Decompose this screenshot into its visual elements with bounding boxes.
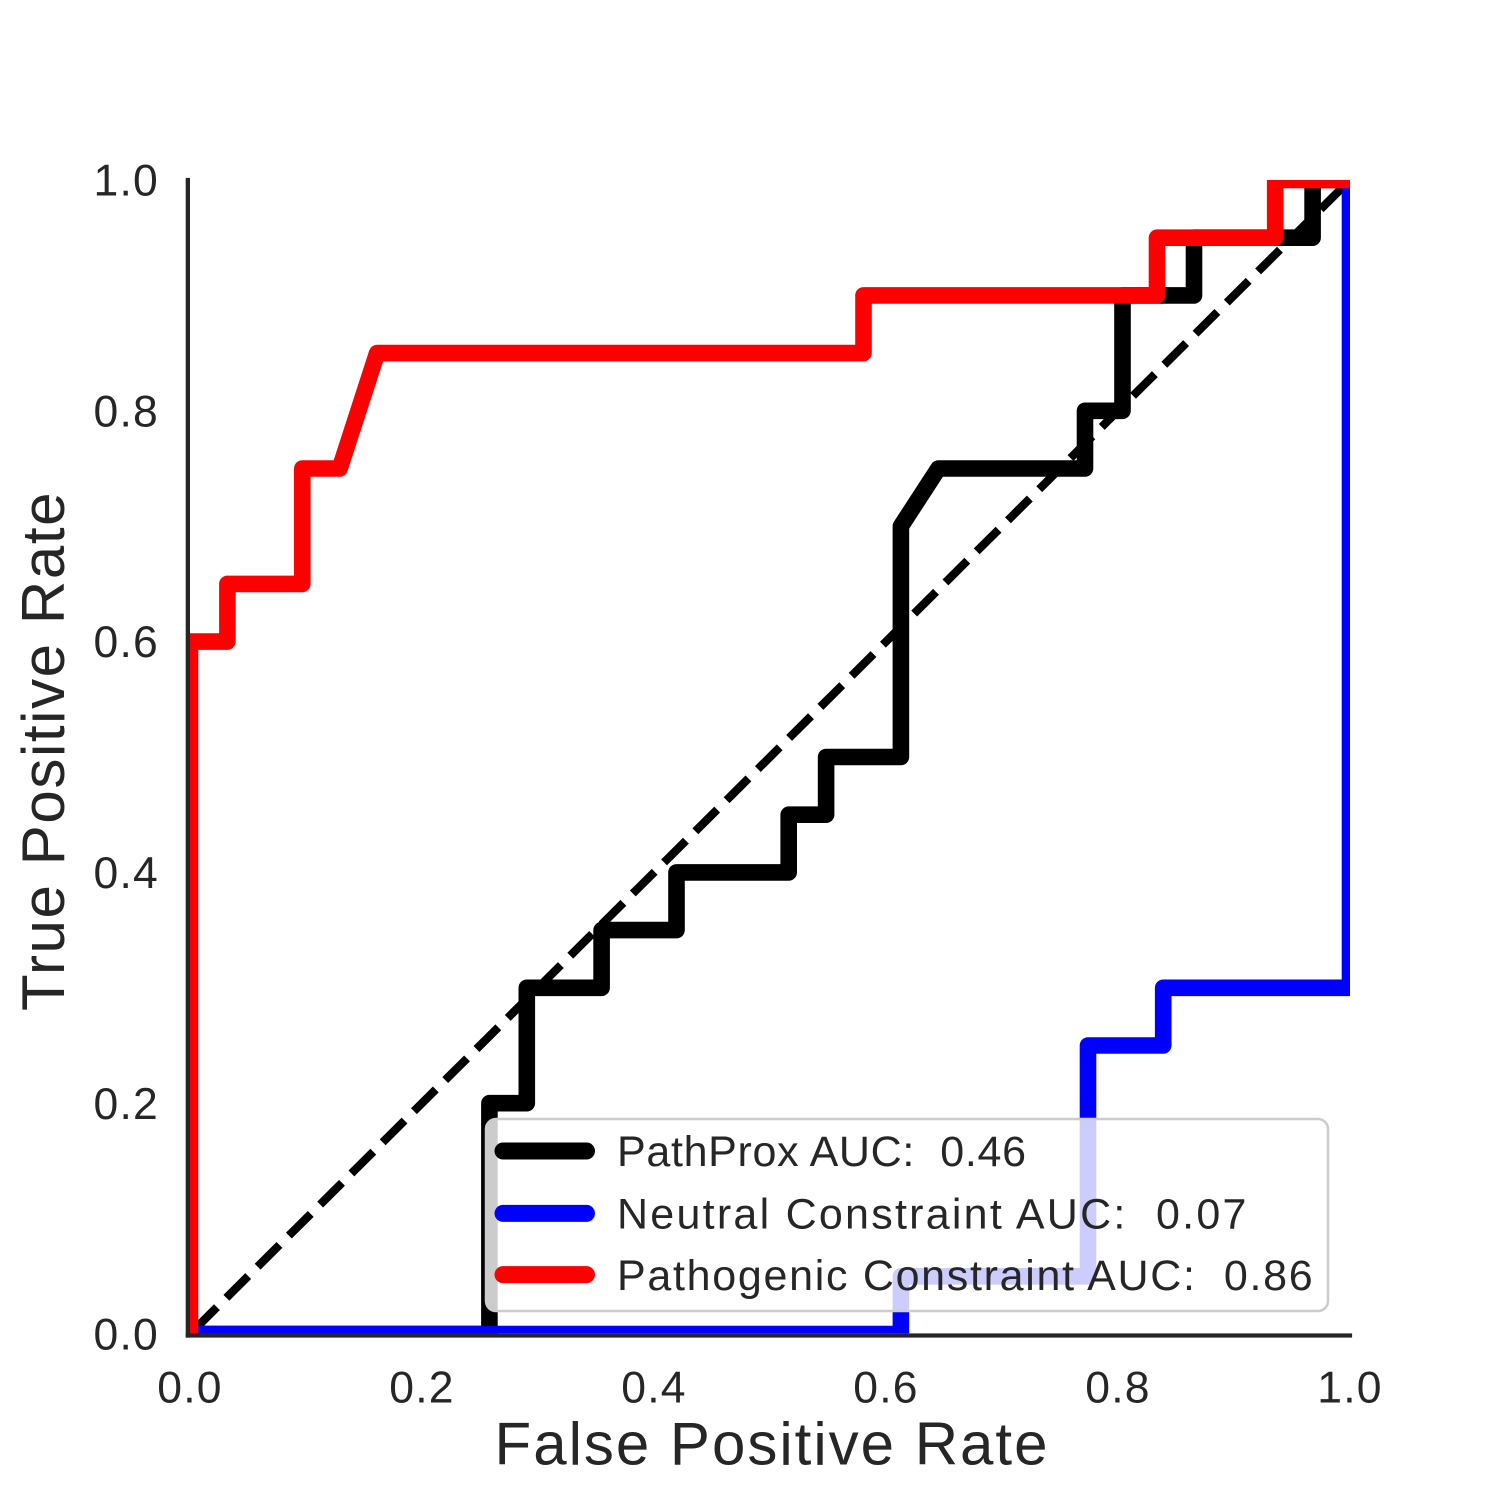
svg-text:0.2: 0.2 <box>94 1080 159 1129</box>
svg-text:0.6: 0.6 <box>853 1364 918 1413</box>
svg-text:True Positive Rate: True Positive Rate <box>10 491 77 1011</box>
svg-text:PathProx AUC: 0.46: PathProx AUC: 0.46 <box>617 1128 1027 1176</box>
svg-text:0.0: 0.0 <box>157 1364 222 1413</box>
svg-text:0.8: 0.8 <box>1085 1364 1150 1413</box>
svg-text:0.4: 0.4 <box>94 849 159 898</box>
svg-text:1.0: 1.0 <box>94 157 159 206</box>
svg-text:False Positive Rate: False Positive Rate <box>495 1411 1050 1478</box>
svg-text:1.0: 1.0 <box>1317 1364 1382 1413</box>
svg-text:0.0: 0.0 <box>94 1311 159 1360</box>
svg-text:0.4: 0.4 <box>621 1364 686 1413</box>
svg-text:0.2: 0.2 <box>389 1364 454 1413</box>
svg-text:0.8: 0.8 <box>94 387 159 436</box>
svg-text:0.6: 0.6 <box>94 618 159 667</box>
svg-text:Pathogenic Constraint AUC: 0.: Pathogenic Constraint AUC: 0.86 <box>617 1252 1314 1300</box>
svg-text:Neutral Constraint AUC: 0.07: Neutral Constraint AUC: 0.07 <box>617 1191 1249 1239</box>
